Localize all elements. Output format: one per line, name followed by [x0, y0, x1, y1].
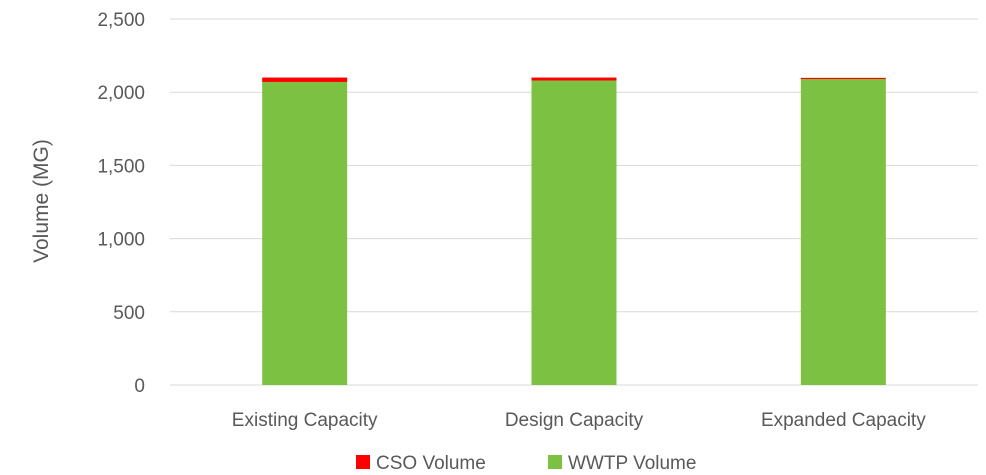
legend-label: WWTP Volume: [568, 453, 696, 474]
y-tick-label: 1,000: [97, 230, 145, 251]
y-tick-label: 0: [134, 376, 145, 397]
bar-wwtp-volume: [800, 79, 886, 386]
x-axis-ticks: Existing Capacity Design Capacity Expanded…: [232, 410, 926, 431]
y-axis-title: Volume (MG): [30, 139, 53, 263]
bars: [262, 77, 886, 386]
bar-cso-volume: [262, 77, 348, 82]
bar-wwtp-volume: [262, 81, 348, 386]
bar-wwtp-volume: [531, 80, 617, 385]
y-tick-label: 2,500: [97, 10, 145, 31]
x-tick-label: Expanded Capacity: [761, 410, 926, 431]
bar-cso-volume: [531, 77, 617, 81]
legend-swatch: [548, 455, 562, 469]
bar-cso-volume: [800, 77, 886, 80]
x-tick-label: Design Capacity: [505, 410, 644, 431]
y-tick-label: 1,500: [97, 156, 145, 177]
legend-label: CSO Volume: [376, 453, 486, 474]
y-tick-label: 500: [113, 303, 145, 324]
legend: CSO Volume WWTP Volume: [356, 453, 696, 474]
legend-swatch: [356, 455, 370, 469]
x-tick-label: Existing Capacity: [232, 410, 378, 431]
y-axis-ticks: 0 500 1,000 1,500 2,000 2,500: [97, 10, 145, 397]
y-tick-label: 2,000: [97, 83, 145, 104]
